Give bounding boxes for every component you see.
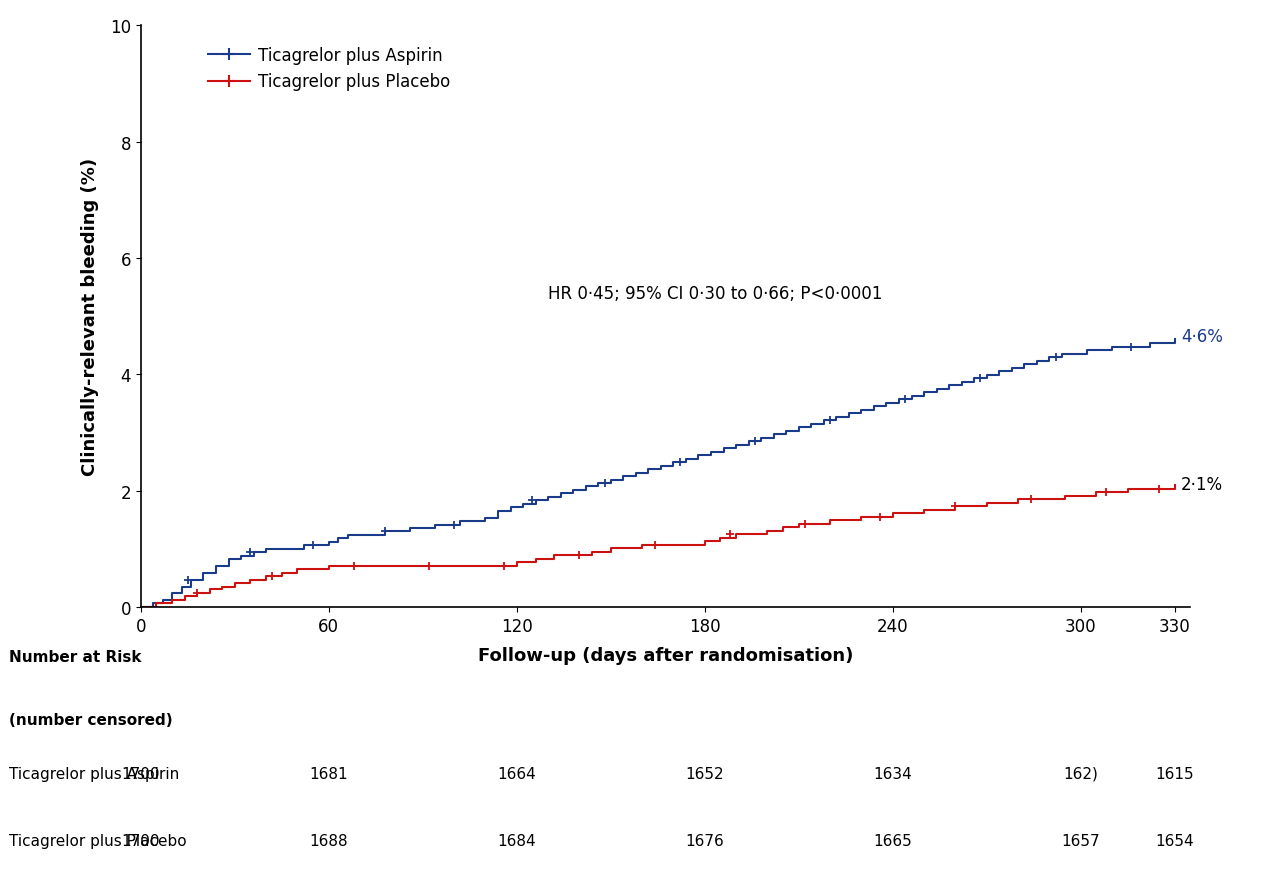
Text: Number at Risk: Number at Risk	[9, 650, 142, 665]
Text: 1700: 1700	[122, 833, 160, 848]
Text: 1684: 1684	[498, 833, 536, 848]
Text: 1652: 1652	[686, 766, 724, 781]
Text: HR 0·45; 95% CI 0·30 to 0·66; P<0·0001: HR 0·45; 95% CI 0·30 to 0·66; P<0·0001	[548, 284, 882, 303]
Text: 1681: 1681	[310, 766, 348, 781]
Text: 1654: 1654	[1156, 833, 1194, 848]
Text: 1664: 1664	[498, 766, 536, 781]
Text: 162): 162)	[1064, 766, 1098, 781]
Text: 1634: 1634	[873, 766, 913, 781]
Legend: Ticagrelor plus Aspirin, Ticagrelor plus Placebo: Ticagrelor plus Aspirin, Ticagrelor plus…	[202, 40, 457, 98]
Text: 1676: 1676	[685, 833, 724, 848]
Text: 1665: 1665	[873, 833, 913, 848]
Text: 1657: 1657	[1061, 833, 1100, 848]
Y-axis label: Clinically-relevant bleeding (%): Clinically-relevant bleeding (%)	[81, 158, 99, 475]
Text: 4·6%: 4·6%	[1181, 328, 1222, 346]
X-axis label: Follow-up (days after randomisation): Follow-up (days after randomisation)	[477, 646, 854, 664]
Text: 1688: 1688	[310, 833, 348, 848]
Text: Ticagrelor plus Aspirin: Ticagrelor plus Aspirin	[9, 766, 179, 781]
Text: Ticagrelor plus Placebo: Ticagrelor plus Placebo	[9, 833, 187, 848]
Text: 1700: 1700	[122, 766, 160, 781]
Text: 1615: 1615	[1156, 766, 1194, 781]
Text: 2·1%: 2·1%	[1181, 475, 1224, 493]
Text: (number censored): (number censored)	[9, 712, 173, 727]
